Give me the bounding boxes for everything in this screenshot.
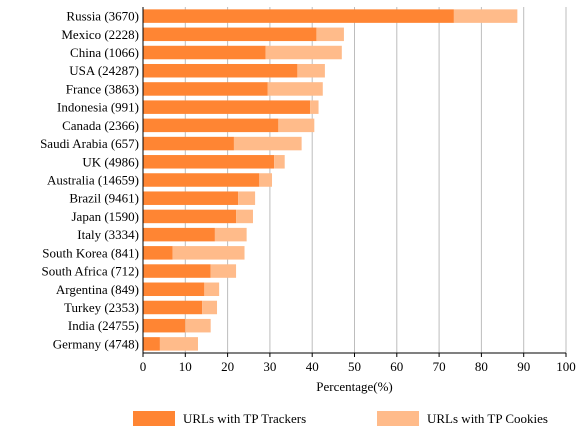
category-label-saudi-arabia: Saudi Arabia (657)	[40, 136, 139, 151]
category-label-turkey: Turkey (2353)	[64, 300, 139, 315]
category-label-australia: Australia (14659)	[47, 173, 139, 188]
bar-brazil-trackers	[143, 191, 239, 205]
x-tick-label-40: 40	[306, 359, 319, 374]
category-label-south-africa: South Africa (712)	[42, 264, 139, 279]
bars	[143, 9, 518, 351]
x-tick-label-20: 20	[221, 359, 234, 374]
bar-argentina-trackers	[143, 282, 205, 297]
category-label-germany: Germany (4748)	[53, 336, 139, 351]
x-axis: 0 10 20 30 40 50 60 70 80 90 100	[140, 7, 576, 374]
legend-swatch-cookies	[377, 411, 419, 426]
bar-turkey-trackers	[143, 300, 203, 315]
bar-canada-trackers	[143, 118, 279, 133]
x-tick-label-90: 90	[517, 359, 530, 374]
category-label-italy: Italy (3334)	[77, 227, 139, 242]
bar-italy-trackers	[143, 227, 215, 242]
category-label-russia: Russia (3670)	[66, 9, 139, 24]
bar-uk-cookies	[274, 155, 285, 169]
bar-france-cookies	[267, 82, 323, 96]
bar-india-trackers	[143, 318, 186, 333]
bar-mexico-cookies	[316, 27, 344, 42]
bar-south-korea-trackers	[143, 246, 173, 260]
category-label-japan: Japan (1590)	[71, 209, 139, 224]
x-tick-label-0: 0	[140, 359, 147, 374]
bar-russia-trackers	[143, 9, 454, 23]
bar-india-cookies	[185, 318, 211, 333]
bar-australia-cookies	[259, 173, 273, 187]
category-label-usa: USA (24287)	[69, 63, 139, 78]
category-labels: Russia (3670) Mexico (2228) China (1066) US…	[40, 9, 139, 352]
x-tick-label-100: 100	[556, 359, 576, 374]
legend-label-trackers: URLs with TP Trackers	[183, 411, 306, 426]
bar-germany-trackers	[143, 337, 160, 351]
bar-uk-trackers	[143, 155, 275, 169]
bar-turkey-cookies	[202, 300, 218, 315]
bar-south-africa-cookies	[210, 264, 237, 278]
legend: URLs with TP Trackers URLs with TP Cookie…	[133, 411, 548, 426]
bar-russia-cookies	[453, 9, 518, 23]
bar-indonesia-cookies	[310, 100, 319, 114]
bar-canada-cookies	[278, 118, 315, 133]
bar-mexico-trackers	[143, 27, 317, 42]
legend-label-cookies: URLs with TP Cookies	[427, 411, 548, 426]
bar-usa-cookies	[297, 63, 325, 78]
bar-saudi-arabia-trackers	[143, 136, 234, 151]
x-axis-title: Percentage(%)	[316, 379, 393, 394]
x-tick-label-30: 30	[263, 359, 276, 374]
bar-japan-trackers	[143, 209, 237, 224]
category-label-france: France (3863)	[66, 81, 139, 96]
bar-argentina-cookies	[204, 282, 220, 297]
bar-usa-trackers	[143, 63, 298, 78]
category-label-uk: UK (4986)	[82, 154, 139, 169]
category-label-indonesia: Indonesia (991)	[57, 100, 139, 115]
bar-italy-cookies	[214, 227, 247, 242]
bar-france-trackers	[143, 82, 268, 96]
bar-indonesia-trackers	[143, 100, 311, 114]
bar-south-africa-trackers	[143, 264, 211, 278]
legend-swatch-trackers	[133, 411, 175, 426]
bar-china-trackers	[143, 45, 266, 60]
x-tick-label-10: 10	[179, 359, 192, 374]
x-tick-label-60: 60	[390, 359, 403, 374]
category-label-canada: Canada (2366)	[62, 118, 139, 133]
bar-saudi-arabia-cookies	[233, 136, 302, 151]
x-tick-label-80: 80	[475, 359, 488, 374]
x-tick-label-50: 50	[348, 359, 361, 374]
bar-south-korea-cookies	[172, 246, 245, 260]
x-tick-label-70: 70	[433, 359, 446, 374]
category-label-china: China (1066)	[70, 45, 139, 60]
bar-japan-cookies	[236, 209, 253, 224]
bar-germany-cookies	[159, 337, 198, 351]
category-label-brazil: Brazil (9461)	[69, 191, 139, 206]
category-label-india: India (24755)	[68, 318, 139, 333]
category-label-south-korea: South Korea (841)	[42, 245, 139, 260]
bar-brazil-cookies	[238, 191, 256, 205]
category-label-mexico: Mexico (2228)	[61, 27, 139, 42]
bar-china-cookies	[265, 45, 342, 60]
category-label-argentina: Argentina (849)	[56, 282, 139, 297]
bar-australia-trackers	[143, 173, 260, 187]
